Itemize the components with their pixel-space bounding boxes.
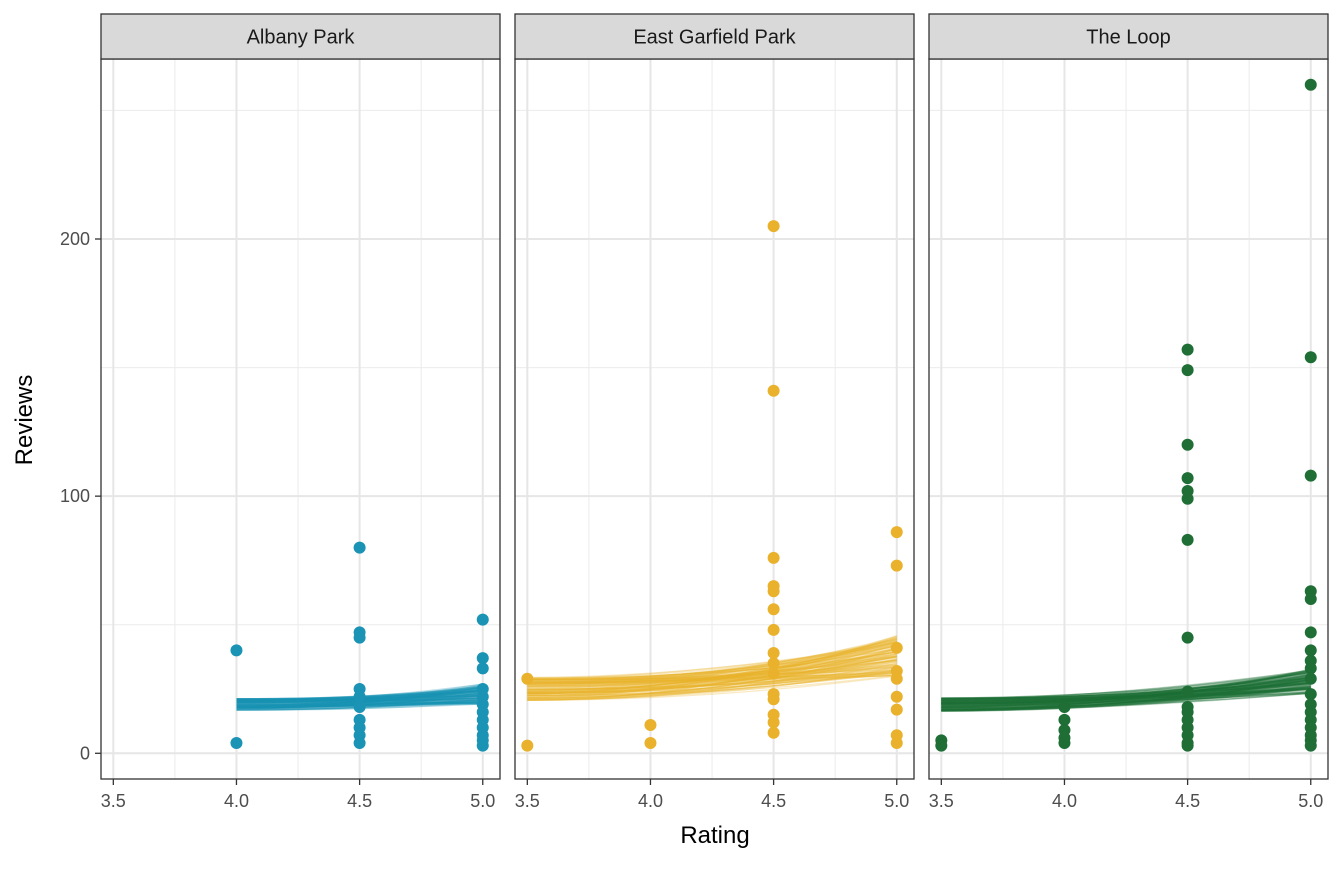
data-point [1305,351,1317,363]
data-point [1305,688,1317,700]
data-point [891,526,903,538]
data-point [768,716,780,728]
x-tick-label: 4.5 [761,791,786,811]
y-tick-label: 0 [80,743,90,763]
data-point [768,668,780,680]
data-point [521,673,533,685]
data-point [768,552,780,564]
data-point [768,647,780,659]
data-point [477,662,489,674]
y-tick-label: 200 [60,229,90,249]
x-tick-label: 3.5 [101,791,126,811]
data-point [891,691,903,703]
panel: The Loop 3.5 4.0 4.5 5.0 [929,14,1328,811]
x-axis-title: Rating [680,822,749,849]
data-point [891,737,903,749]
data-point [768,693,780,705]
data-point [768,603,780,615]
data-point [1182,364,1194,376]
data-point [354,632,366,644]
facet-strip-label: The Loop [1086,27,1171,49]
data-point [1305,470,1317,482]
x-tick-label: 4.5 [1175,791,1200,811]
data-point [891,673,903,685]
panel-background [101,59,500,779]
data-point [1182,534,1194,546]
data-point [354,737,366,749]
data-point [477,652,489,664]
y-axis-title: Reviews [11,375,38,466]
data-point [935,740,947,752]
data-point [1182,493,1194,505]
data-point [891,704,903,716]
facet-strip-label: East Garfield Park [633,27,796,49]
data-point [768,385,780,397]
data-point [768,585,780,597]
data-point [891,560,903,572]
data-point [1182,686,1194,698]
data-point [768,220,780,232]
data-point [1058,714,1070,726]
panel: Albany Park 3.5 4.0 4.5 5.0 0 100 200 [60,14,500,811]
y-tick-label: 100 [60,486,90,506]
x-tick-label: 5.0 [1298,791,1323,811]
data-point [1305,673,1317,685]
data-point [1182,632,1194,644]
data-point [768,624,780,636]
data-point [1305,662,1317,674]
panel-background [929,59,1328,779]
data-point [1182,344,1194,356]
data-point [644,737,656,749]
data-point [1305,626,1317,638]
panel: East Garfield Park 3.5 4.0 4.5 5.0 [515,14,914,811]
data-point [1182,439,1194,451]
x-tick-label: 4.0 [224,791,249,811]
x-tick-label: 4.0 [638,791,663,811]
x-tick-label: 4.0 [1052,791,1077,811]
data-point [644,719,656,731]
data-point [477,614,489,626]
facet-strip-label: Albany Park [247,27,356,49]
data-point [768,727,780,739]
data-point [230,644,242,656]
data-point [230,737,242,749]
data-point [768,657,780,669]
x-tick-label: 3.5 [515,791,540,811]
data-point [354,542,366,554]
x-tick-label: 5.0 [470,791,495,811]
data-point [1182,472,1194,484]
x-tick-label: 4.5 [347,791,372,811]
data-point [1305,593,1317,605]
data-point [1305,740,1317,752]
data-point [354,701,366,713]
data-point [521,740,533,752]
data-point [1058,737,1070,749]
x-tick-label: 3.5 [929,791,954,811]
data-point [891,642,903,654]
data-point [1058,701,1070,713]
data-point [1305,79,1317,91]
data-point [1182,740,1194,752]
data-point [477,740,489,752]
data-point [354,691,366,703]
data-point [1305,644,1317,656]
x-tick-label: 5.0 [884,791,909,811]
